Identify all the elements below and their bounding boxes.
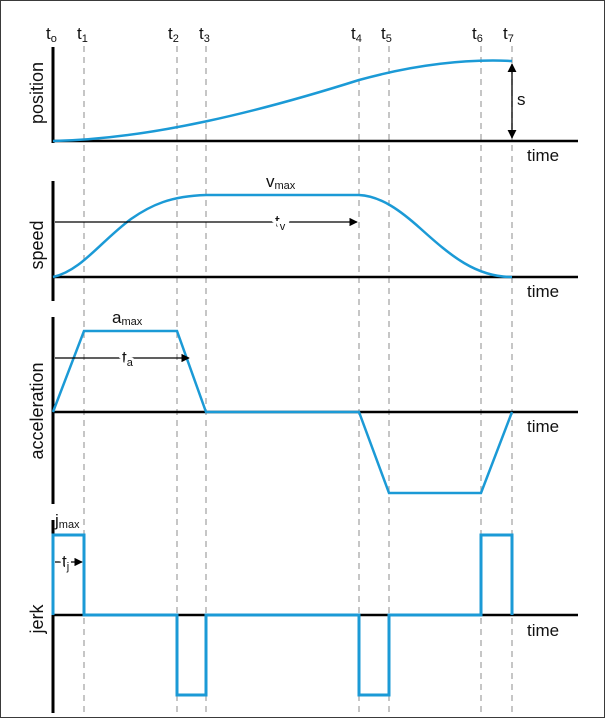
speed-panel: tv vmax time speed [27,172,578,301]
time-mark-labels: to t1 t2 t3 t4 t5 t6 t7 [46,24,514,45]
speed-vmax-label: vmax [266,172,296,192]
time-mark-t4: t4 [351,24,362,45]
position-ylabel: position [27,62,47,124]
acceleration-curve [51,329,514,495]
speed-time-label: time [527,282,559,301]
time-mark-t5: t5 [381,24,392,45]
time-mark-t3: t3 [199,24,210,45]
speed-ylabel: speed [27,220,47,269]
acceleration-panel: ta amax time acceleration [27,308,578,504]
time-mark-t6: t6 [472,24,483,45]
time-mark-t1: t1 [77,24,88,45]
position-s-label: s [517,90,526,109]
jerk-tj-label: tj [62,552,69,573]
position-panel: s time position [27,47,578,165]
acceleration-ylabel: acceleration [27,362,47,459]
acceleration-time-label: time [527,417,559,436]
time-guides [83,46,513,713]
jerk-time-label: time [527,621,559,640]
jerk-curve [51,533,514,697]
time-mark-t7: t7 [503,24,514,45]
speed-curve [52,193,513,279]
position-curve [52,59,513,143]
time-mark-t2: t2 [168,24,179,45]
jerk-ylabel: jerk [27,604,47,635]
jerk-panel: tj jmax time jerk [27,511,578,713]
position-time-label: time [527,146,559,165]
jerk-jmax-label: jmax [54,511,80,531]
time-mark-t0: to [46,24,57,45]
speed-tv-label: tv [275,212,286,233]
acceleration-amax-label: amax [112,308,143,328]
acceleration-ta-label: ta [122,348,134,369]
